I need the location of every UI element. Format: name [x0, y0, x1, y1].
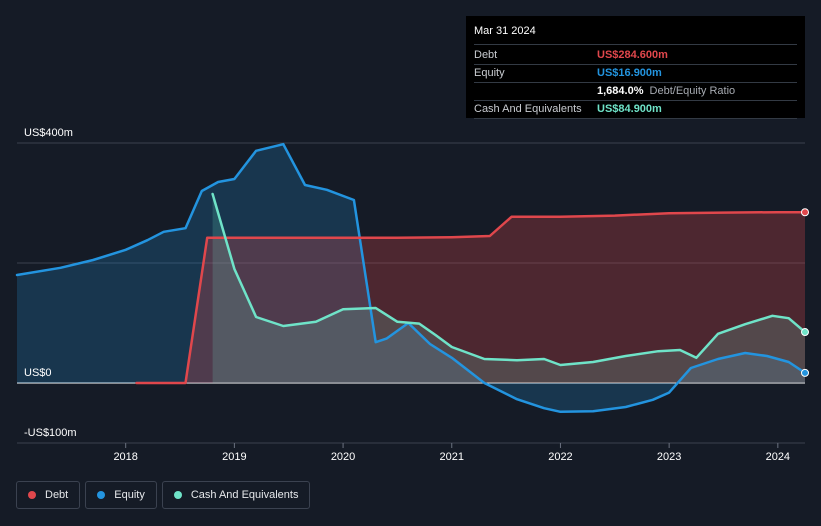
legend-equity-label: Equity: [114, 489, 145, 501]
x-tick-label: 2021: [440, 451, 464, 463]
tooltip-row-equity: Equity US$16.900m: [474, 65, 797, 83]
x-tick-label: 2020: [331, 451, 355, 463]
tooltip-row-ratio: 1,684.0% Debt/Equity Ratio: [474, 83, 797, 101]
debt-dot-icon: [28, 491, 36, 499]
cash-dot-icon: [173, 491, 182, 499]
tooltip-ratio-caption: Debt/Equity Ratio: [649, 85, 736, 97]
cash-and-equivalentsend-marker: [801, 328, 809, 337]
legend-item-equity[interactable]: Equity: [85, 481, 157, 509]
equityend-marker: [801, 368, 809, 377]
tooltip-ratio-number: 1,684.0%: [597, 85, 644, 97]
tooltip-ratio-label: [474, 83, 597, 100]
tooltip-equity-label: Equity: [474, 67, 505, 79]
y-tick-label: US$400m: [24, 127, 73, 139]
tooltip-debt-label: Debt: [474, 49, 498, 61]
equity-dot-icon: [97, 491, 106, 499]
tooltip-debt-value: US$284.600m: [597, 49, 668, 61]
legend-item-debt[interactable]: Debt: [16, 481, 81, 509]
x-tick-label: 2018: [113, 451, 137, 463]
x-tick-label: 2019: [222, 451, 246, 463]
tooltip-row-debt: Debt US$284.600m: [474, 47, 797, 65]
legend: Debt Equity Cash And Equivalents: [16, 481, 311, 509]
x-tick-label: 2023: [657, 451, 681, 463]
debtend-marker: [801, 208, 809, 217]
y-tick-label: -US$100m: [24, 427, 77, 439]
cash-and-equivalentsline: [211, 192, 807, 367]
tooltip-cash-value: US$84.900m: [597, 103, 662, 115]
tooltip-cash-label: Cash And Equivalents: [474, 103, 582, 115]
x-tick-label: 2024: [766, 451, 790, 463]
x-tick-label: 2022: [548, 451, 572, 463]
tooltip-equity-value: US$16.900m: [597, 67, 662, 79]
debtarea: [136, 212, 806, 383]
tooltip-date: Mar 31 2024: [474, 22, 797, 45]
tooltip-row-cash: Cash And Equivalents US$84.900m: [474, 101, 797, 119]
cash-and-equivalentsarea: [212, 194, 806, 383]
tooltip-ratio-value: 1,684.0% Debt/Equity Ratio: [597, 83, 735, 100]
equityarea: [17, 144, 805, 412]
equityline: [15, 142, 807, 414]
legend-cash-label: Cash And Equivalents: [190, 489, 299, 501]
legend-item-cash[interactable]: Cash And Equivalents: [161, 481, 311, 509]
legend-debt-label: Debt: [45, 489, 69, 501]
tooltip-panel: Mar 31 2024 Debt US$284.600m Equity US$1…: [466, 16, 805, 119]
debtline: [135, 210, 807, 385]
y-tick-label: US$0: [24, 367, 52, 379]
